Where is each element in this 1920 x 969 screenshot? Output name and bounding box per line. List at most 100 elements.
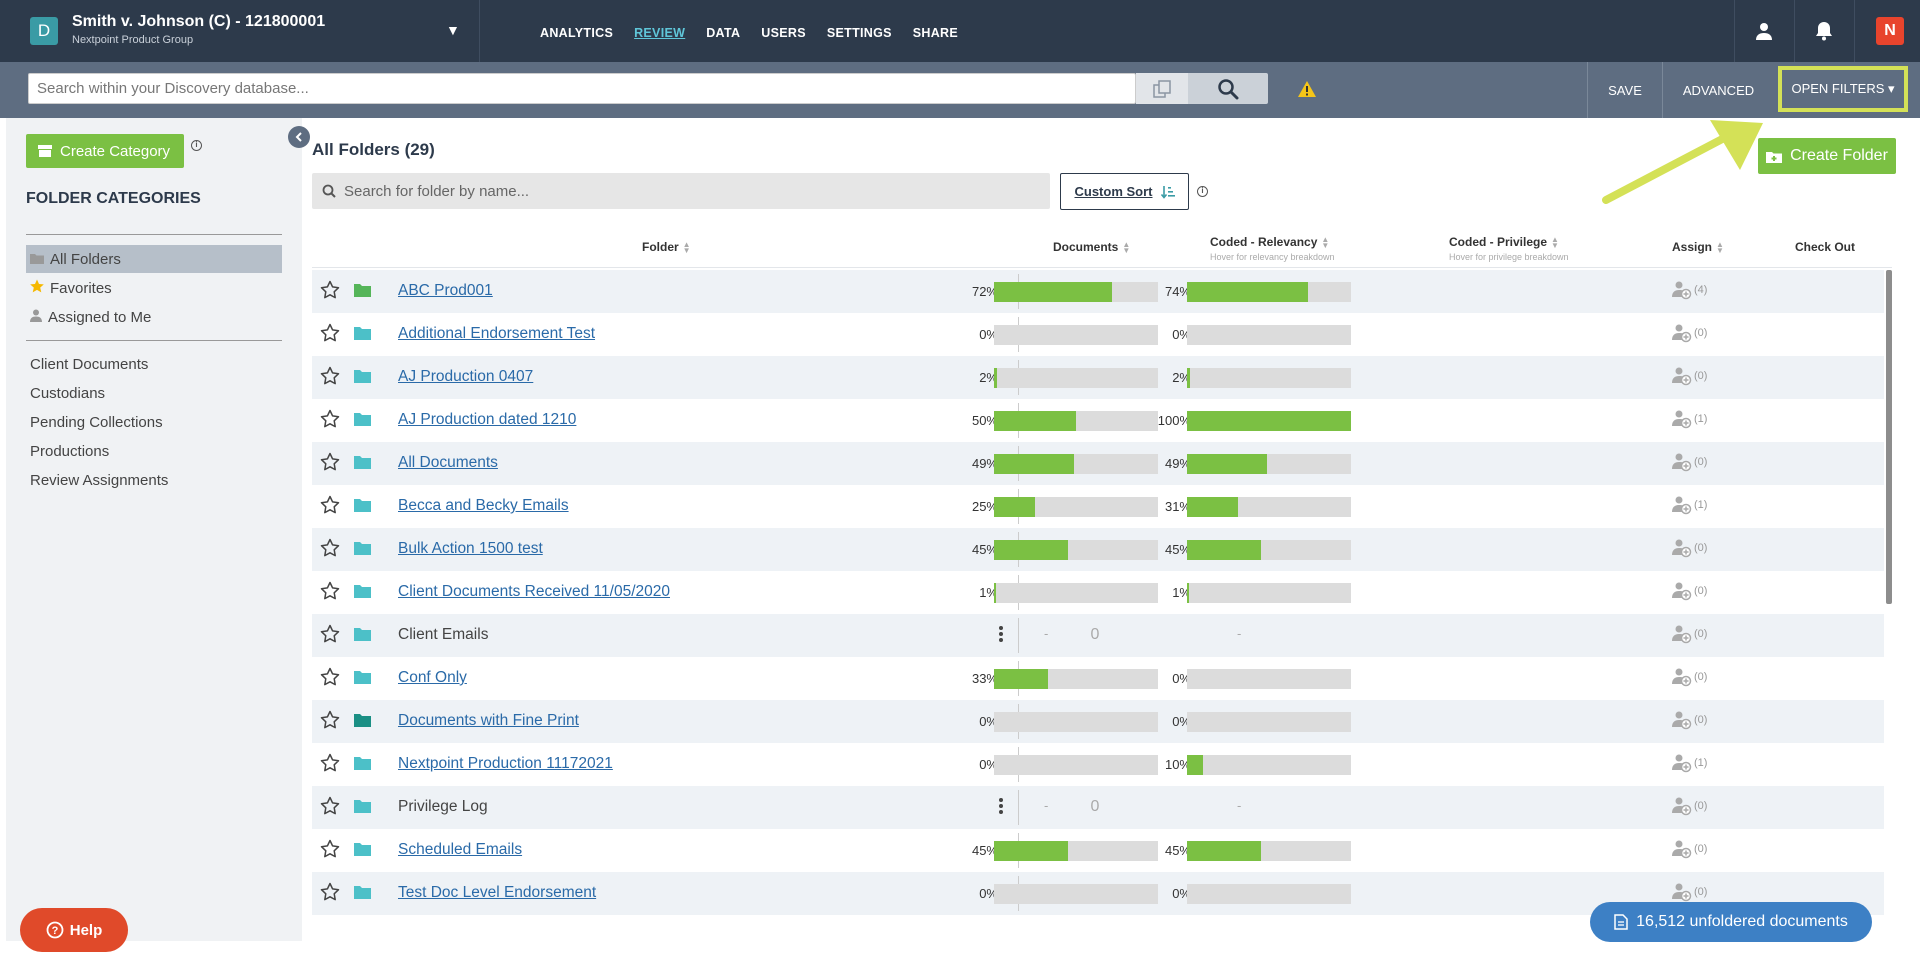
folder-name-link[interactable]: Additional Endorsement Test [398, 325, 596, 342]
assign-user-button[interactable]: (0) [1672, 882, 1707, 902]
folder-name-link[interactable]: Scheduled Emails [398, 841, 523, 858]
favorite-star-icon[interactable] [320, 882, 340, 907]
assign-user-button[interactable]: (1) [1672, 753, 1707, 773]
favorite-star-icon[interactable] [320, 323, 340, 348]
nav-analytics[interactable]: ANALYTICS [540, 26, 614, 40]
relevancy-progress-bar[interactable] [994, 712, 1158, 732]
favorite-star-icon[interactable] [320, 366, 340, 391]
assign-user-button[interactable]: (4) [1672, 280, 1707, 300]
relevancy-progress-bar[interactable] [994, 497, 1158, 517]
nav-share[interactable]: SHARE [912, 26, 959, 40]
column-header-privilege[interactable]: Coded - Privilege ▲ ▼ Hover for privilege b… [1449, 234, 1569, 262]
privilege-progress-bar[interactable] [1187, 583, 1351, 603]
relevancy-progress-bar[interactable] [994, 841, 1158, 861]
relevancy-progress-bar[interactable] [994, 884, 1158, 904]
favorite-star-icon[interactable] [320, 452, 340, 477]
collapse-sidebar-button[interactable] [288, 126, 310, 148]
privilege-progress-bar[interactable] [1187, 368, 1351, 388]
privilege-progress-bar[interactable] [1187, 411, 1351, 431]
relevancy-progress-bar[interactable] [994, 583, 1158, 603]
custom-sort-button[interactable]: Custom Sort [1060, 173, 1189, 210]
copy-search-button[interactable] [1136, 73, 1188, 104]
create-folder-button[interactable]: Create Folder [1758, 138, 1896, 174]
favorite-star-icon[interactable] [320, 667, 340, 692]
case-title[interactable]: Smith v. Johnson (C) - 121800001 [72, 13, 326, 30]
assign-user-button[interactable]: (0) [1672, 624, 1707, 644]
favorite-star-icon[interactable] [320, 581, 340, 606]
user-icon[interactable] [1734, 0, 1794, 62]
nav-settings[interactable]: SETTINGS [826, 26, 892, 40]
warning-icon[interactable] [1297, 80, 1317, 103]
relevancy-progress-bar[interactable] [994, 282, 1158, 302]
folder-name-link[interactable]: All Documents [398, 454, 498, 471]
privilege-progress-bar[interactable] [1187, 325, 1351, 345]
column-header-folder[interactable]: Folder ▲ ▼ [642, 239, 691, 255]
favorite-star-icon[interactable] [320, 753, 340, 778]
privilege-progress-bar[interactable] [1187, 540, 1351, 560]
favorite-star-icon[interactable] [320, 409, 340, 434]
assign-user-button[interactable]: (0) [1672, 667, 1707, 687]
sidebar-item-all-folders[interactable]: All Folders [26, 245, 282, 273]
assign-user-button[interactable]: (1) [1672, 409, 1707, 429]
relevancy-progress-bar[interactable] [994, 411, 1158, 431]
favorite-star-icon[interactable] [320, 624, 340, 649]
assign-user-button[interactable]: (0) [1672, 538, 1707, 558]
nav-users[interactable]: USERS [761, 26, 806, 40]
sidebar-link-custodians[interactable]: Custodians [30, 385, 106, 402]
unfoldered-documents-button[interactable]: 16,512 unfoldered documents [1590, 902, 1872, 942]
table-scrollbar[interactable] [1886, 270, 1892, 604]
assign-user-button[interactable]: (0) [1672, 839, 1707, 859]
assign-user-button[interactable]: (0) [1672, 581, 1707, 601]
privilege-progress-bar[interactable] [1187, 282, 1351, 302]
assign-user-button[interactable]: (0) [1672, 452, 1707, 472]
more-options-icon[interactable] [998, 626, 1004, 644]
assign-user-button[interactable]: (1) [1672, 495, 1707, 515]
folder-name-link[interactable]: Client Documents Received 11/05/2020 [398, 583, 670, 600]
case-badge[interactable]: D [30, 17, 58, 45]
favorite-star-icon[interactable] [320, 839, 340, 864]
sidebar-link-review-assignments[interactable]: Review Assignments [30, 472, 169, 489]
nextpoint-logo-icon[interactable]: N [1860, 0, 1920, 62]
folder-search-input[interactable] [312, 173, 1050, 209]
sidebar-item-assigned-to-me[interactable]: Assigned to Me [26, 303, 282, 331]
advanced-search-button[interactable]: ADVANCED [1662, 62, 1774, 118]
create-category-button[interactable]: Create Category [26, 134, 184, 168]
category-info-icon[interactable]: i [191, 140, 202, 151]
folder-name-link[interactable]: Bulk Action 1500 test [398, 540, 543, 557]
favorite-star-icon[interactable] [320, 710, 340, 735]
folder-name-link[interactable]: ABC Prod001 [398, 282, 493, 299]
favorite-star-icon[interactable] [320, 280, 340, 305]
nav-data[interactable]: DATA [706, 26, 741, 40]
folder-name-link[interactable]: Privilege Log [398, 798, 488, 815]
folder-name-link[interactable]: Conf Only [398, 669, 467, 686]
sidebar-link-client-documents[interactable]: Client Documents [30, 356, 149, 373]
sort-info-icon[interactable]: i [1197, 186, 1208, 197]
folder-name-link[interactable]: Nextpoint Production 11172021 [398, 755, 613, 772]
relevancy-progress-bar[interactable] [994, 368, 1158, 388]
folder-name-link[interactable]: Test Doc Level Endorsement [398, 884, 597, 901]
save-search-button[interactable]: SAVE [1587, 62, 1662, 118]
privilege-progress-bar[interactable] [1187, 884, 1351, 904]
privilege-progress-bar[interactable] [1187, 454, 1351, 474]
folder-name-link[interactable]: Client Emails [398, 626, 489, 643]
relevancy-progress-bar[interactable] [994, 540, 1158, 560]
case-dropdown-caret[interactable]: ▼ [446, 22, 460, 38]
assign-user-button[interactable]: (0) [1672, 323, 1707, 343]
relevancy-progress-bar[interactable] [994, 755, 1158, 775]
privilege-progress-bar[interactable] [1187, 755, 1351, 775]
discovery-search-input[interactable] [28, 73, 1136, 104]
column-header-assign[interactable]: Assign ▲ ▼ [1672, 239, 1724, 255]
favorite-star-icon[interactable] [320, 796, 340, 821]
sidebar-link-pending-collections[interactable]: Pending Collections [30, 414, 163, 431]
relevancy-progress-bar[interactable] [994, 325, 1158, 345]
more-options-icon[interactable] [998, 798, 1004, 816]
folder-name-link[interactable]: AJ Production dated 1210 [398, 411, 577, 428]
favorite-star-icon[interactable] [320, 495, 340, 520]
privilege-progress-bar[interactable] [1187, 669, 1351, 689]
favorite-star-icon[interactable] [320, 538, 340, 563]
sidebar-link-productions[interactable]: Productions [30, 443, 110, 460]
privilege-progress-bar[interactable] [1187, 712, 1351, 732]
column-header-relevancy[interactable]: Coded - Relevancy ▲ ▼ Hover for relevancy b… [1210, 234, 1335, 262]
nav-review[interactable]: REVIEW [634, 26, 686, 40]
sidebar-item-favorites[interactable]: Favorites [26, 274, 282, 302]
